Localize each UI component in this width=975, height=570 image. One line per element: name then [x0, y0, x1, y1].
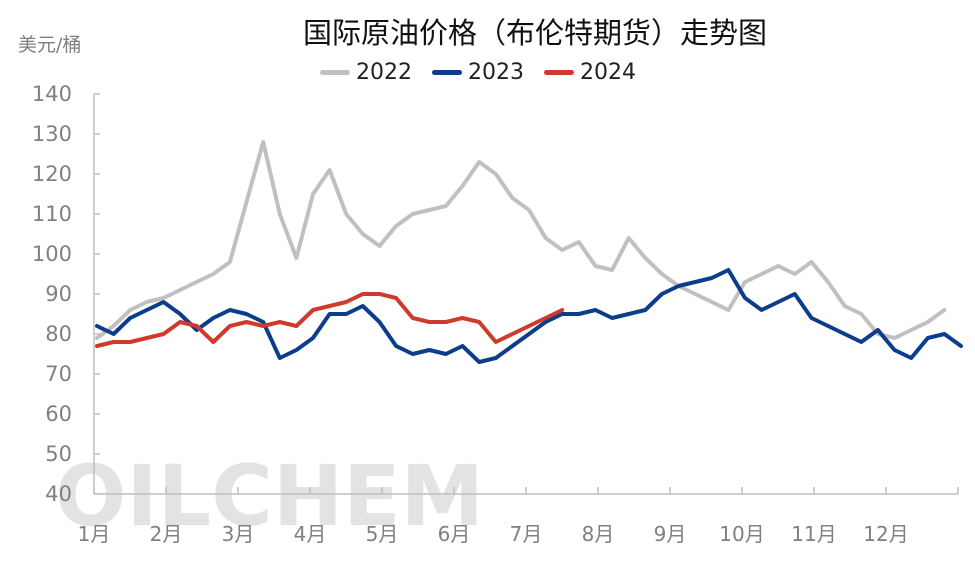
chart-title: 国际原油价格（布伦特期货）走势图 [302, 16, 767, 50]
legend-swatch-2024 [544, 70, 574, 75]
y-tick-label: 60 [45, 402, 72, 426]
legend-item-2022[interactable]: 2022 [320, 60, 412, 85]
legend-item-2023[interactable]: 2023 [432, 60, 524, 85]
x-tick-label: 10月 [719, 522, 764, 546]
x-tick-label: 3月 [222, 522, 255, 546]
series-line-2022 [95, 140, 947, 340]
x-tick-label: 12月 [863, 522, 908, 546]
y-tick-label: 100 [32, 242, 72, 266]
y-tick-label: 70 [45, 362, 72, 386]
y-tick-label: 120 [32, 162, 72, 186]
legend-item-2024[interactable]: 2024 [544, 60, 636, 85]
x-axis: 1月 2月 3月 4月 5月 6月 7月 8月 9月 10月 11月 12月 [78, 487, 959, 546]
x-tick-label: 8月 [582, 522, 615, 546]
legend-swatch-2023 [432, 70, 462, 75]
legend-swatch-2022 [320, 70, 350, 75]
series-lines [95, 140, 963, 364]
y-tick-label: 140 [32, 82, 72, 106]
x-tick-label: 7月 [510, 522, 543, 546]
legend-label-2022: 2022 [356, 60, 412, 85]
y-tick-label: 80 [45, 322, 72, 346]
y-tick-label: 50 [45, 442, 72, 466]
y-tick-label: 130 [32, 122, 72, 146]
x-tick-label: 6月 [438, 522, 471, 546]
y-axis-unit: 美元/桶 [18, 34, 82, 56]
series-line-2023 [95, 268, 963, 364]
legend: 2022 2023 2024 [320, 60, 636, 85]
y-tick-label: 110 [32, 202, 72, 226]
legend-label-2023: 2023 [468, 60, 524, 85]
legend-label-2024: 2024 [580, 60, 636, 85]
x-tick-label: 9月 [654, 522, 687, 546]
y-tick-label: 40 [45, 482, 72, 506]
x-tick-label: 2月 [150, 522, 183, 546]
series-line-2024 [95, 292, 565, 348]
y-axis: 40 50 60 70 80 90 100 110 120 130 140 [32, 82, 100, 506]
x-tick-label: 1月 [78, 522, 111, 546]
x-tick-label: 4月 [294, 522, 327, 546]
watermark: OILCHEM [55, 447, 484, 545]
x-tick-label: 11月 [791, 522, 836, 546]
x-tick-label: 5月 [366, 522, 399, 546]
y-tick-label: 90 [45, 282, 72, 306]
